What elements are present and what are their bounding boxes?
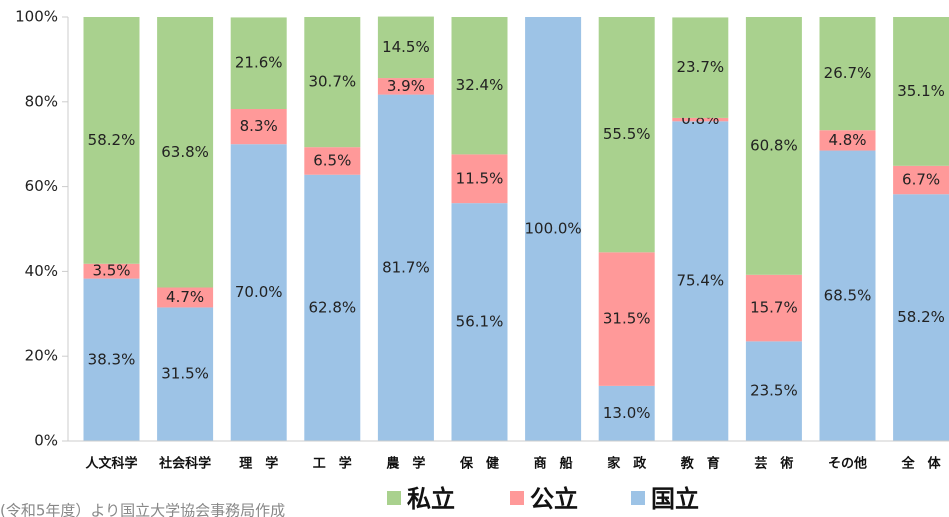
value-label: 26.7% (824, 64, 872, 82)
bar-segment (745, 274, 802, 342)
bar-segment (377, 94, 434, 441)
x-tick-label: 芸 術 (754, 456, 793, 472)
x-tick-label: 人文科学 (85, 456, 137, 472)
x-tick-label: 社会科学 (158, 456, 211, 472)
value-label: 81.7% (382, 258, 430, 276)
value-label: 8.3% (240, 117, 278, 135)
value-label: 75.4% (676, 272, 724, 290)
y-tick-label: 100% (15, 8, 58, 26)
value-label: 21.6% (235, 54, 283, 72)
bar-segment (672, 121, 729, 441)
y-tick-label: 40% (25, 262, 58, 280)
x-tick-label: 教 育 (680, 456, 720, 472)
value-label: 14.5% (382, 38, 430, 56)
value-label: 13.0% (603, 404, 651, 422)
value-label: 30.7% (308, 73, 356, 91)
bar-segment (598, 17, 655, 253)
value-label: 60.8% (750, 136, 798, 154)
value-label: 58.2% (88, 131, 136, 149)
value-label: 31.5% (161, 365, 209, 383)
value-label: 70.0% (235, 283, 283, 301)
value-label: 62.8% (308, 298, 356, 316)
value-label: 6.7% (902, 171, 940, 189)
bar-segment (157, 17, 214, 288)
value-label: 68.5% (824, 286, 872, 304)
value-label: 3.5% (92, 262, 130, 280)
bar-segment (83, 263, 140, 279)
value-label: 56.1% (456, 313, 504, 331)
y-tick-label: 60% (25, 177, 58, 195)
bar-segment (525, 17, 582, 441)
bar-segment (230, 109, 287, 145)
bar-segment (451, 203, 508, 441)
legend-swatch (387, 491, 401, 505)
legend-label: 私立 (407, 485, 455, 513)
bar-segment (157, 287, 214, 308)
legend-label: 国立 (651, 485, 699, 513)
value-label: 58.2% (897, 308, 945, 326)
x-tick-label: 商 船 (534, 456, 573, 472)
bar-segment (819, 17, 876, 131)
x-tick-label: 保 健 (459, 456, 499, 472)
bar-segment (83, 278, 140, 441)
y-tick-label: 20% (25, 347, 58, 365)
value-label: 38.3% (88, 350, 136, 368)
bar-segment (230, 17, 287, 110)
bar-segment (598, 252, 655, 386)
bar-segment (893, 165, 949, 195)
bar-segment (893, 17, 949, 166)
bar-segment (745, 341, 802, 441)
y-tick-label: 80% (25, 92, 58, 110)
value-label: 23.5% (750, 382, 798, 400)
value-label: 15.7% (750, 299, 798, 317)
legend-swatch (631, 491, 645, 505)
value-label: 31.5% (603, 310, 651, 328)
legend-swatch (510, 491, 524, 505)
value-label: 32.4% (456, 76, 504, 94)
bar-segment (157, 307, 214, 441)
x-tick-label: 農 学 (386, 456, 425, 472)
bar-segment (304, 147, 361, 175)
bar-segment (893, 194, 949, 441)
x-tick-label: 工 学 (313, 456, 352, 472)
y-tick-label: 0% (34, 432, 58, 450)
bar-segment (819, 150, 876, 441)
value-label: 23.7% (676, 58, 724, 76)
x-tick-label: 家 政 (607, 456, 647, 472)
value-label: 4.7% (166, 288, 204, 306)
value-label: 3.9% (387, 77, 425, 95)
bar-segment (304, 17, 361, 148)
bar-segment (451, 17, 508, 155)
bar-segment (377, 16, 434, 79)
legend-label: 公立 (530, 485, 578, 513)
bar-segment (819, 130, 876, 151)
value-label: 100.0% (524, 220, 581, 238)
bar-segment (598, 385, 655, 441)
bar-segment (451, 154, 508, 204)
value-label: 55.5% (603, 125, 651, 143)
source-note: (令和5年度）より国立大学協会事務局作成 (0, 502, 285, 517)
bar-segment (672, 117, 729, 122)
bar-segment (304, 174, 361, 441)
bar-segment (230, 144, 287, 441)
value-label: 6.5% (313, 151, 351, 169)
x-tick-label: 理 学 (239, 456, 278, 472)
bar-segment (745, 17, 802, 275)
value-label: 63.8% (161, 143, 209, 161)
bar-segment (83, 17, 140, 264)
value-label: 11.5% (456, 169, 504, 187)
bar-segment (672, 17, 729, 118)
bar-segment (377, 78, 434, 95)
x-tick-label: その他 (828, 456, 867, 472)
value-label: 35.1% (897, 82, 945, 100)
value-label: 4.8% (828, 131, 866, 149)
x-tick-label: 全 体 (901, 456, 942, 472)
